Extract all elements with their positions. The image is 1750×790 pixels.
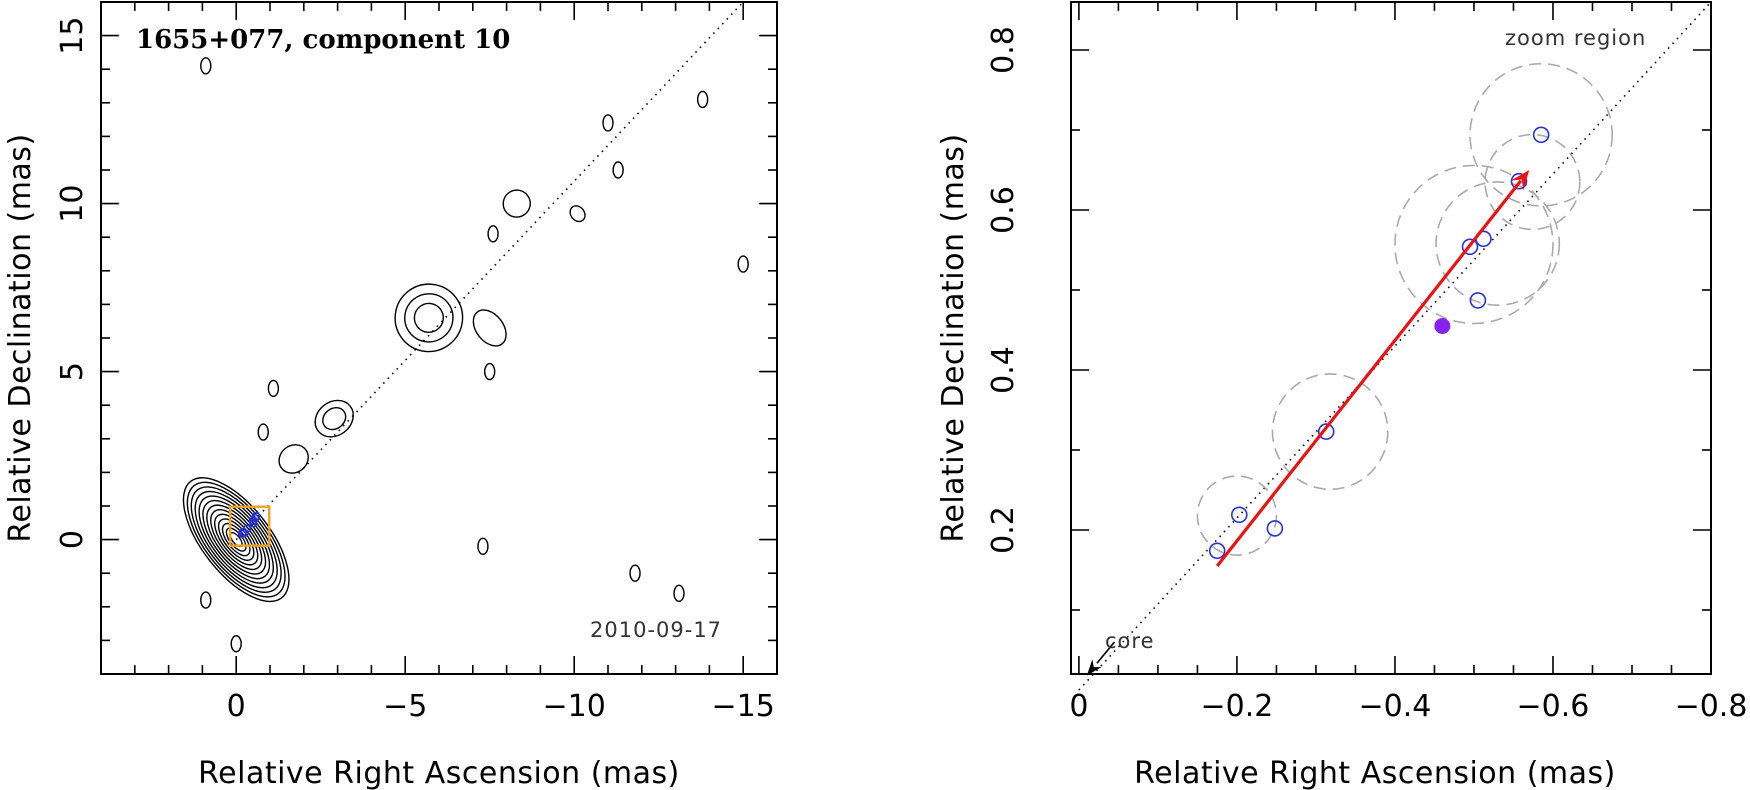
left-zoom-region-box bbox=[228, 505, 271, 547]
contour-level bbox=[314, 399, 354, 438]
right-core-arrowhead bbox=[1086, 659, 1102, 676]
contour-level bbox=[182, 477, 290, 603]
right-mean-position-marker bbox=[1434, 318, 1451, 334]
right-x-tick-label: −0.4 bbox=[1359, 689, 1432, 724]
left-epoch-marker bbox=[240, 528, 249, 538]
right-x-tick-label: −0.8 bbox=[1675, 689, 1748, 724]
epoch-marker bbox=[1317, 423, 1335, 440]
noise-contour bbox=[267, 379, 280, 398]
right-y-axis-label: Relative Declination (mas) bbox=[936, 133, 971, 542]
left-contours bbox=[182, 57, 749, 653]
right-y-tick-label: 0.2 bbox=[986, 506, 1021, 554]
left-y-axis-label: Relative Declination (mas) bbox=[3, 133, 38, 542]
noise-contour bbox=[200, 591, 212, 609]
contour-level bbox=[190, 486, 282, 593]
contour-level bbox=[394, 283, 464, 353]
left-panel-title: 1655+077, component 10 bbox=[136, 25, 510, 55]
right-core-label: core bbox=[1105, 629, 1155, 653]
right-uncertainty-circles bbox=[1196, 62, 1614, 556]
left-jet-axis-line bbox=[235, 1, 744, 541]
left-y-tick-label: 15 bbox=[55, 17, 90, 55]
uncertainty-circle bbox=[1196, 475, 1278, 556]
left-x-axis-label: Relative Right Ascension (mas) bbox=[198, 756, 680, 790]
contour-level bbox=[472, 309, 507, 347]
noise-contour bbox=[200, 57, 212, 75]
epoch-marker bbox=[1266, 520, 1284, 537]
right-velocity-arrowhead bbox=[1510, 170, 1530, 191]
right-x-axis-label: Relative Right Ascension (mas) bbox=[1134, 756, 1616, 790]
left-epoch-marker bbox=[242, 524, 251, 533]
left-panel-contour-map: 0 −5 −10 −15 0 5 10 15 1655+077, component 10 2… bbox=[3, 1, 778, 790]
epoch-marker bbox=[1230, 506, 1248, 524]
uncertainty-circle bbox=[1484, 133, 1581, 231]
uncertainty-circle bbox=[1435, 181, 1561, 307]
noise-contour bbox=[230, 635, 242, 653]
left-epoch-marker bbox=[249, 519, 258, 528]
right-x-tick-label: −0.2 bbox=[1200, 689, 1273, 724]
right-ticks: 0 −0.2 −0.4 −0.6 −0.8 0.2 0.4 0.6 0.8 bbox=[986, 2, 1747, 724]
right-zoom-region-label: zoom region bbox=[1505, 26, 1646, 50]
right-velocity-vector bbox=[1215, 180, 1522, 567]
noise-contour bbox=[612, 161, 624, 179]
right-plot-frame bbox=[1070, 1, 1712, 675]
right-jet-axis-line bbox=[1078, 1, 1712, 691]
contour-level bbox=[186, 481, 286, 598]
left-y-tick-label: 10 bbox=[55, 185, 90, 223]
noise-contour bbox=[629, 564, 641, 582]
left-date-label: 2010-09-17 bbox=[590, 618, 722, 642]
contour-level bbox=[404, 293, 454, 343]
contour-level bbox=[210, 509, 263, 571]
noise-contour bbox=[737, 255, 749, 273]
left-ticks: 0 −5 −10 −15 0 5 10 15 bbox=[55, 1, 778, 724]
epoch-marker bbox=[1208, 542, 1226, 560]
left-x-tick-label: −15 bbox=[712, 689, 775, 724]
noise-contour bbox=[257, 423, 269, 441]
noise-contour bbox=[602, 114, 614, 132]
right-x-tick-label: −0.6 bbox=[1517, 689, 1590, 724]
right-y-tick-label: 0.6 bbox=[986, 186, 1021, 234]
contour-level bbox=[198, 495, 275, 584]
right-panel-zoom-region: zoom region core 0 −0.2 −0.4 −0.6 −0.8 0.2 0.4… bbox=[936, 1, 1747, 790]
noise-contour bbox=[477, 537, 489, 556]
contour-level bbox=[278, 444, 309, 474]
contour-level bbox=[206, 504, 267, 575]
left-x-tick-label: 0 bbox=[227, 689, 246, 724]
right-core-arrow bbox=[1096, 641, 1116, 664]
noise-contour bbox=[487, 225, 499, 243]
right-y-tick-label: 0.4 bbox=[986, 346, 1021, 394]
contour-level bbox=[569, 205, 586, 223]
left-x-tick-label: −5 bbox=[383, 689, 427, 724]
contour-level bbox=[322, 407, 347, 431]
uncertainty-circle bbox=[1271, 373, 1389, 491]
noise-contour bbox=[696, 90, 709, 109]
epoch-marker bbox=[1532, 126, 1550, 144]
uncertainty-circle bbox=[1394, 164, 1554, 325]
left-x-tick-label: −10 bbox=[543, 689, 606, 724]
left-epoch-marker bbox=[251, 512, 261, 521]
noise-contour bbox=[673, 584, 685, 603]
left-y-tick-label: 0 bbox=[55, 530, 90, 549]
uncertainty-circle bbox=[1469, 62, 1614, 207]
right-x-tick-label: 0 bbox=[1069, 689, 1088, 724]
left-plot-frame bbox=[100, 1, 778, 675]
epoch-marker bbox=[1510, 172, 1528, 190]
right-y-tick-label: 0.8 bbox=[986, 26, 1021, 74]
epoch-marker bbox=[1461, 238, 1479, 256]
right-epoch-markers bbox=[1208, 126, 1550, 560]
contour-level bbox=[194, 490, 278, 589]
left-y-tick-label: 5 bbox=[55, 362, 90, 381]
epoch-marker bbox=[1469, 292, 1487, 309]
contour-level bbox=[413, 302, 445, 333]
noise-contour bbox=[484, 362, 496, 381]
contour-level bbox=[502, 189, 531, 218]
